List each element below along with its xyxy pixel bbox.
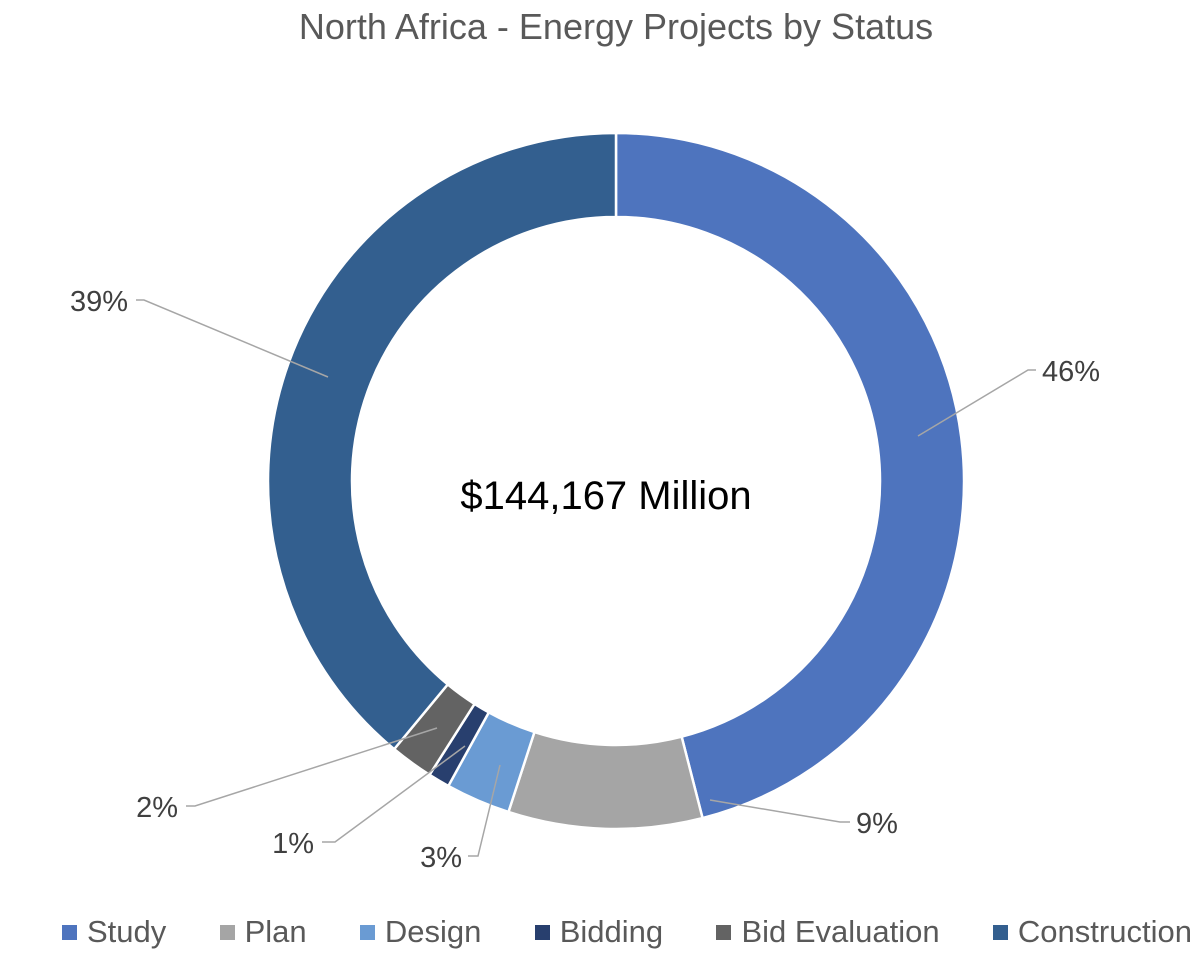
legend-item-bidding: Bidding — [534, 914, 664, 950]
legend-swatch — [219, 924, 235, 940]
chart-title: North Africa - Energy Projects by Status — [298, 6, 934, 47]
donut-slice-construction — [266, 131, 618, 751]
legend-swatch — [62, 924, 77, 940]
legend-label: Plan — [244, 914, 307, 949]
legend-item-design: Design — [359, 914, 482, 950]
leader-line — [709, 799, 850, 823]
legend-swatch — [716, 924, 732, 940]
legend-swatch — [992, 924, 1008, 940]
legend-label: Bid Evaluation — [741, 914, 940, 949]
legend-swatch — [534, 924, 550, 940]
data-label-construction: 39% — [70, 286, 128, 318]
legend-swatch — [359, 924, 375, 940]
leader-line — [136, 299, 329, 378]
data-label-bidding: 1% — [272, 828, 314, 860]
legend-item-construction: Construction — [992, 914, 1192, 950]
leader-line — [322, 745, 466, 843]
legend-item-plan: Plan — [219, 914, 307, 950]
legend-label: Construction — [1017, 914, 1192, 949]
leader-line — [468, 764, 501, 857]
data-label-plan: 9% — [856, 808, 898, 840]
legend-label: Study — [87, 914, 167, 949]
leader-line — [186, 727, 438, 807]
legend-label: Design — [384, 914, 482, 949]
legend-item-bid-evaluation: Bid Evaluation — [716, 914, 940, 950]
data-label-study: 46% — [1042, 356, 1100, 388]
center-total-label: $144,167 Million — [460, 474, 751, 518]
leader-line — [917, 369, 1036, 437]
donut-slice-study — [614, 131, 966, 820]
data-label-bid-evaluation: 2% — [136, 792, 178, 824]
data-label-design: 3% — [420, 842, 462, 874]
donut-slice-plan — [506, 730, 705, 831]
chart-legend: Study Plan Design Bidding Bid Evaluation Cons… — [62, 912, 1192, 952]
legend-item-study: Study — [62, 914, 166, 950]
legend-label: Bidding — [559, 914, 664, 949]
